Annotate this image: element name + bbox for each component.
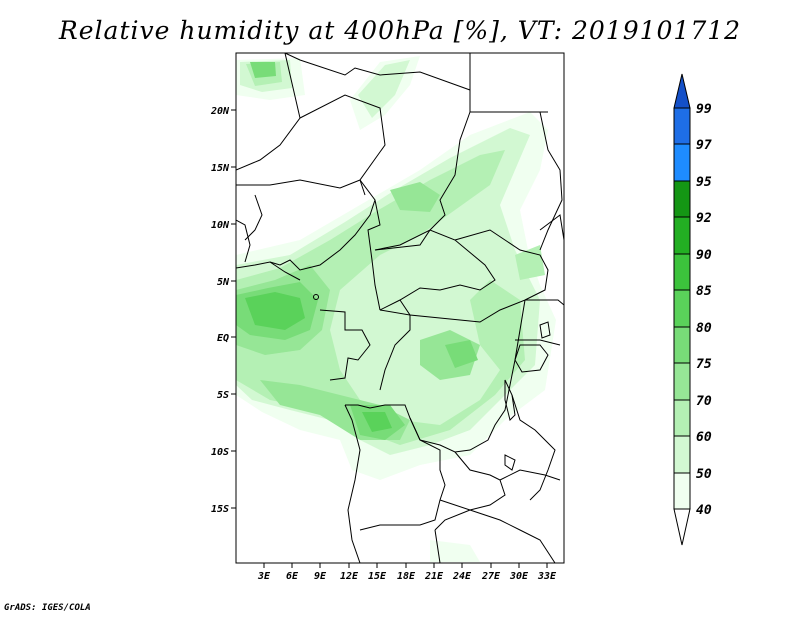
rh-shade-75d [250,62,276,78]
lon-label: 21E [424,571,444,582]
border-path [319,309,371,381]
rh-shade-80 [245,292,305,330]
lat-label: 10N [211,220,230,231]
lat-label: 15S [211,504,229,515]
colorbar: 99 97 95 92 90 85 80 75 70 60 50 40 [673,73,712,546]
colorbar-segment [673,253,691,291]
border-path [379,309,411,391]
rh-shade-40d [430,540,480,562]
lon-label: 12E [340,571,359,582]
colorbar-cap-top [673,73,691,109]
colorbar-segment [673,180,691,218]
colorbar-label: 97 [696,138,712,153]
map-frame [235,52,565,564]
lon-label: 3E [257,571,271,582]
lake-path [514,344,549,373]
border-path [374,229,496,311]
colorbar-cap-bottom [673,508,691,546]
colorbar-segment [673,472,691,510]
border-path [511,394,556,501]
lon-label: 33E [537,571,557,582]
colorbar-label: 60 [696,430,712,445]
colorbar-segment [673,326,691,364]
lat-label: 10S [211,447,229,458]
island-bioko [313,294,319,300]
border-path [236,179,376,271]
lake-path [539,321,551,339]
lake-path [504,454,516,471]
lat-label: 20N [210,106,230,117]
border-path [374,111,471,251]
colorbar-segment [673,362,691,401]
coast-path [236,261,301,281]
rh-shade-75c [445,340,478,368]
colorbar-label: 50 [696,467,712,482]
colorbar-segment [673,435,691,474]
border-path [469,90,548,113]
border-path [359,417,446,531]
colorbar-label: 99 [696,102,712,117]
border-path [454,229,549,301]
colorbar-label: 75 [696,357,712,372]
colorbar-segment [673,289,691,328]
border-path [434,529,441,563]
axis-ticks [231,109,548,568]
rh-shade-60c [515,245,545,280]
humidity-field [236,56,556,562]
border-path [499,469,561,481]
border-path [434,451,506,531]
chart-title: Relative humidity at 400hPa [%], VT: 201… [58,16,742,45]
lon-label: 15E [368,571,387,582]
rh-shade-70c [390,182,440,212]
colorbar-segment [673,143,691,182]
lat-label: 5S [217,390,229,401]
colorbar-label: 85 [696,284,712,299]
credit-text: GrADS: IGES/COLA [4,603,91,613]
border-path [236,219,251,263]
border-path [345,299,526,453]
colorbar-label: 90 [696,248,712,263]
rh-shade-60 [236,150,525,445]
border-path [470,111,563,251]
border-path [525,299,564,306]
lon-label: 27E [481,571,501,582]
lat-label: 15N [211,163,230,174]
colorbar-segment [673,216,691,255]
lake-path [504,379,516,421]
border-path [344,404,361,563]
colorbar-segment [673,107,691,145]
map-borders [236,53,564,563]
colorbar-label: 80 [696,321,712,336]
lat-label: 5N [217,277,230,288]
colorbar-label: 92 [696,211,712,226]
lat-labels: 20N 15N 10N 5N EQ 5S 10S 15S [210,106,230,515]
lon-label: 18E [397,571,416,582]
rh-shade-80b [362,412,392,432]
lon-labels: 3E 6E 9E 12E 15E 18E 21E 24E 27E 30E 33E [257,571,557,582]
border-path [515,339,561,346]
border-path [439,499,556,563]
lon-label: 30E [509,571,529,582]
lon-label: 6E [286,571,299,582]
border-path [236,53,301,171]
border-path [284,53,471,91]
border-path [244,194,263,241]
border-path [367,199,381,311]
lat-label: EQ [217,333,229,344]
border-path [299,94,386,196]
lon-label: 24E [452,571,472,582]
colorbar-label: 40 [696,503,712,518]
colorbar-segment [673,399,691,437]
lon-label: 9E [314,571,327,582]
rh-shade-50c [358,60,410,118]
colorbar-label: 95 [696,175,712,190]
border-path [539,214,564,241]
colorbar-label: 70 [696,394,712,409]
